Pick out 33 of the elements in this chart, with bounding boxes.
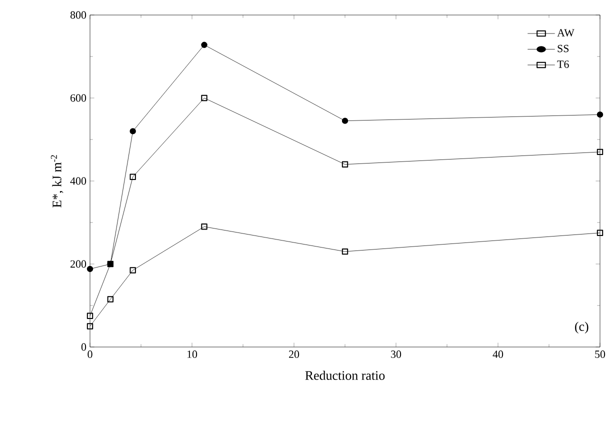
point: [596, 112, 604, 118]
point: [342, 161, 348, 168]
legend-label: AW: [557, 29, 574, 37]
point: [130, 174, 136, 180]
y-tick-label: 800: [70, 11, 86, 19]
legend-label: SS: [558, 44, 569, 52]
x-tick-label: 20: [289, 350, 300, 358]
y-tick-label: 400: [70, 177, 86, 185]
point: [107, 296, 114, 302]
point: [596, 230, 604, 236]
point: [86, 312, 94, 319]
point: [86, 323, 94, 330]
point: [201, 42, 208, 48]
y-tick-label: 0: [81, 343, 86, 351]
x-tick-label: 40: [492, 350, 504, 358]
x-tick-label: 30: [391, 350, 402, 358]
point: [596, 148, 604, 156]
annotation: (c): [575, 322, 588, 334]
point: [130, 267, 136, 274]
point: [342, 248, 348, 255]
legend-label: T6: [557, 60, 569, 68]
y-tick-label: 600: [70, 94, 86, 102]
x-tick-label: 0: [88, 350, 92, 358]
y-axis-title: E*, kJ m$^{-2}$: [50, 155, 64, 208]
y-tick-label: 200: [70, 260, 86, 268]
x-tick-label: 10: [187, 350, 198, 358]
point: [342, 118, 348, 124]
x-tick-label: 50: [595, 350, 606, 358]
point: [201, 94, 208, 102]
point: [130, 128, 136, 134]
point: [201, 224, 208, 230]
point: [86, 266, 94, 272]
x-axis-title: Reduction ratio: [305, 370, 385, 380]
